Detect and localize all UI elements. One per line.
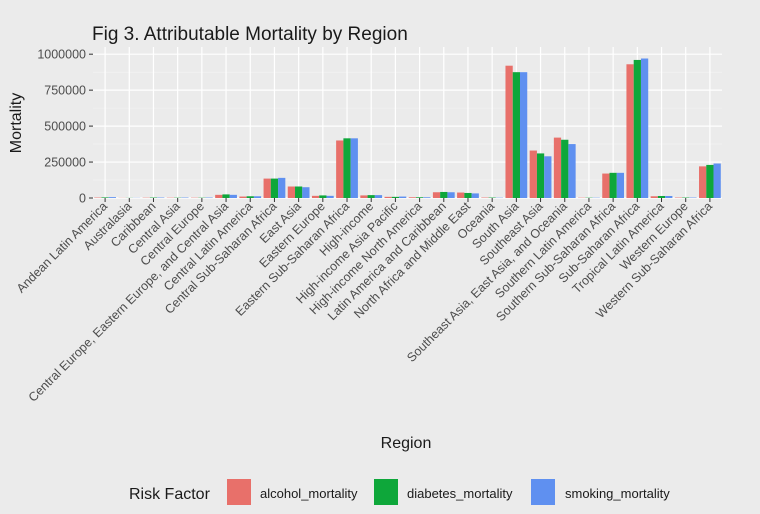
bar-alcohol_mortality	[215, 194, 223, 198]
bar-diabetes_mortality	[440, 191, 448, 198]
bar-alcohol_mortality	[432, 192, 441, 198]
legend-key-alcohol_mortality	[227, 479, 251, 505]
bar-smoking_mortality	[423, 197, 431, 198]
bar-smoking_mortality	[302, 187, 310, 198]
bar-alcohol_mortality	[263, 178, 271, 198]
bar-smoking_mortality	[374, 195, 383, 198]
bar-diabetes_mortality	[343, 138, 351, 198]
bar-smoking_mortality	[447, 192, 455, 198]
bar-diabetes_mortality	[101, 197, 109, 198]
bar-alcohol_mortality	[287, 186, 296, 198]
bar-diabetes_mortality	[633, 59, 641, 198]
legend-label-smoking_mortality: smoking_mortality	[565, 486, 670, 501]
legend-key-smoking_mortality	[531, 479, 555, 505]
bar-diabetes_mortality	[609, 172, 617, 198]
bar-diabetes_mortality	[415, 197, 424, 198]
legend-label-diabetes_mortality: diabetes_mortality	[407, 486, 513, 501]
bar-smoking_mortality	[544, 156, 552, 198]
bar-smoking_mortality	[665, 195, 673, 198]
legend-key-diabetes_mortality	[374, 479, 398, 505]
bar-smoking_mortality	[616, 172, 625, 198]
bar-alcohol_mortality	[505, 65, 513, 198]
legend-label-alcohol_mortality: alcohol_mortality	[260, 486, 358, 501]
bar-alcohol_mortality	[336, 140, 344, 198]
bar-smoking_mortality	[399, 196, 407, 198]
bar-diabetes_mortality	[706, 164, 714, 198]
bar-smoking_mortality	[350, 138, 358, 198]
bar-alcohol_mortality	[384, 196, 392, 198]
bar-smoking_mortality	[278, 177, 286, 198]
bar-alcohol_mortality	[626, 64, 634, 198]
bar-alcohol_mortality	[311, 195, 320, 198]
bar-smoking_mortality	[229, 194, 237, 198]
legend-title: Risk Factor	[129, 486, 211, 503]
bar-alcohol_mortality	[239, 196, 247, 198]
y-tick-label: 500000	[44, 120, 86, 134]
bar-diabetes_mortality	[270, 178, 279, 198]
y-axis-ticks: 0 250000 500000 750000 1000000	[37, 48, 93, 206]
bar-smoking_mortality	[640, 58, 649, 198]
bars-group	[94, 58, 721, 198]
bar-alcohol_mortality	[699, 166, 707, 198]
y-tick-label: 750000	[44, 84, 86, 98]
bar-diabetes_mortality	[657, 195, 666, 198]
bar-alcohol_mortality	[602, 173, 610, 198]
y-tick-label: 0	[79, 192, 86, 206]
bar-diabetes_mortality	[295, 186, 303, 198]
bar-diabetes_mortality	[319, 195, 327, 198]
bar-alcohol_mortality	[360, 195, 368, 198]
bar-diabetes_mortality	[512, 72, 520, 198]
bar-alcohol_mortality	[529, 150, 537, 198]
bar-smoking_mortality	[253, 196, 262, 198]
bar-alcohol_mortality	[553, 137, 562, 198]
bar-smoking_mortality	[713, 163, 721, 198]
bar-smoking_mortality	[471, 193, 479, 198]
bar-diabetes_mortality	[561, 139, 569, 198]
bar-diabetes_mortality	[536, 153, 545, 198]
legend: Risk Factor alcohol_mortality diabetes_mo…	[129, 479, 670, 505]
bar-alcohol_mortality	[650, 196, 658, 198]
bar-smoking_mortality	[108, 197, 116, 198]
x-axis-title: Region	[381, 435, 432, 452]
bar-alcohol_mortality	[408, 197, 416, 198]
bar-smoking_mortality	[519, 72, 528, 198]
bar-diabetes_mortality	[391, 196, 400, 198]
bar-smoking_mortality	[326, 195, 334, 198]
bar-diabetes_mortality	[464, 192, 472, 198]
y-tick-label: 250000	[44, 156, 86, 170]
bar-diabetes_mortality	[222, 194, 230, 198]
bar-smoking_mortality	[568, 144, 576, 198]
bar-diabetes_mortality	[246, 196, 254, 198]
y-axis-title: Mortality	[8, 93, 25, 153]
bar-diabetes_mortality	[367, 195, 375, 198]
bar-alcohol_mortality	[457, 192, 465, 198]
y-tick-label: 1000000	[37, 48, 86, 62]
chart-title: Fig 3. Attributable Mortality by Region	[92, 24, 408, 45]
